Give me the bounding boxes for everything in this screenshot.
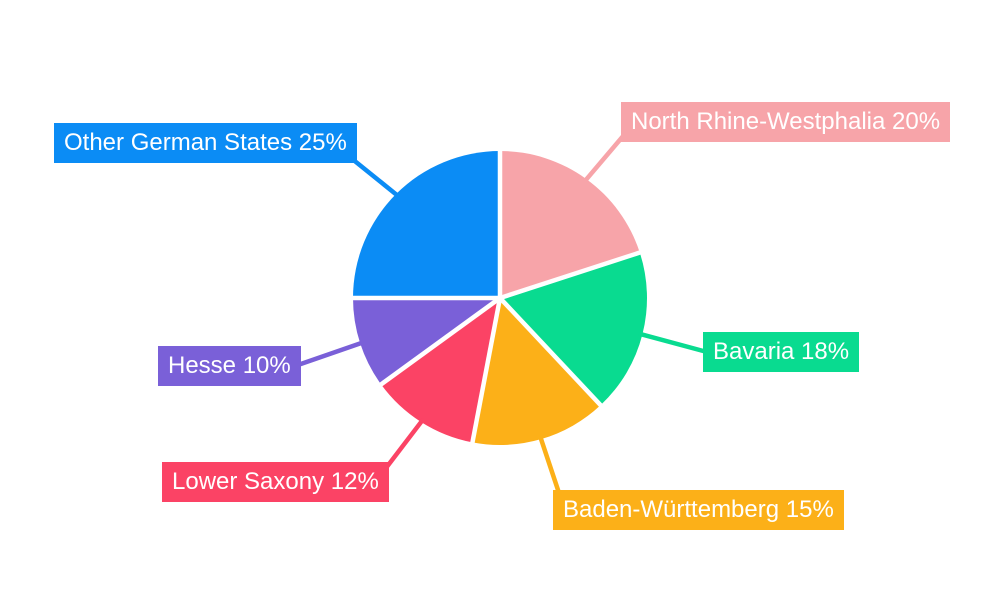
leader-line-other-german-states xyxy=(348,155,400,198)
slice-separator xyxy=(499,250,641,301)
pie-label-other-german-states: Other German States 25% xyxy=(54,123,357,163)
slice-separator xyxy=(470,297,503,444)
pie-label-lower-saxony: Lower Saxony 12% xyxy=(162,462,389,502)
leader-line-baden-w-rttemberg xyxy=(538,434,562,496)
pie-slice-lower-saxony xyxy=(381,298,500,443)
leader-line-bavaria xyxy=(638,331,710,355)
pie-slice-hesse xyxy=(353,298,500,385)
pie-slice-bavaria xyxy=(500,252,647,406)
pie-slice-north-rhine-westphalia xyxy=(500,151,640,298)
pie-label-hesse: Hesse 10% xyxy=(158,346,301,386)
pie-slice-other-german-states xyxy=(353,151,500,298)
pie-label-baden-w-rttemberg: Baden-Württemberg 15% xyxy=(553,490,844,530)
slice-separator xyxy=(498,296,603,408)
pie-label-north-rhine-westphalia: North Rhine-Westphalia 20% xyxy=(621,102,951,142)
pie-label-bavaria: Bavaria 18% xyxy=(703,332,860,372)
pie-slice-baden-w-rttemberg xyxy=(472,298,601,445)
slice-separator xyxy=(379,296,502,387)
leader-line-north-rhine-westphalia xyxy=(582,132,627,183)
leader-line-hesse xyxy=(292,340,365,369)
leader-line-lower-saxony xyxy=(383,418,425,471)
